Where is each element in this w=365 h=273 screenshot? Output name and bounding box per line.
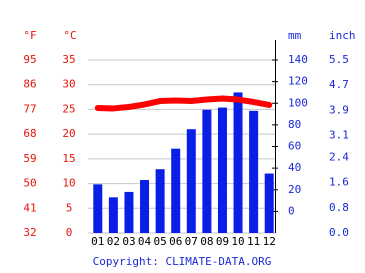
precipitation-bar	[108, 197, 118, 233]
inch-tick-label: 3.1	[329, 128, 349, 141]
x-tick-label: 04	[138, 235, 152, 248]
f-tick-label: 50	[23, 177, 36, 190]
inch-tick-label: 2.4	[329, 151, 349, 164]
f-tick-label: 32	[23, 226, 36, 239]
mm-tick-label: 80	[288, 118, 301, 131]
precipitation-bar	[264, 173, 274, 233]
c-tick-label: 30	[62, 78, 75, 91]
f-axis-title: °F	[23, 29, 36, 42]
f-tick-label: 59	[23, 152, 36, 165]
x-tick-label: 03	[122, 235, 135, 248]
mm-tick-label: 60	[288, 140, 301, 153]
c-tick-label: 5	[66, 201, 73, 214]
c-tick-label: 0	[66, 226, 73, 239]
x-tick-label: 12	[263, 235, 276, 248]
c-tick-label: 20	[62, 127, 75, 140]
inch-tick-label: 0.8	[329, 201, 349, 214]
inch-tick-label: 5.5	[329, 53, 349, 66]
c-axis-title: °C	[63, 29, 76, 42]
mm-tick-label: 20	[288, 183, 301, 196]
precipitation-bar	[93, 184, 103, 233]
inch-tick-label: 1.6	[329, 176, 349, 189]
precipitation-bar	[249, 110, 259, 233]
c-tick-label: 15	[62, 152, 75, 165]
inch-axis-title: inch	[329, 29, 356, 42]
x-tick-label: 06	[169, 235, 182, 248]
x-tick-label: 10	[231, 235, 244, 248]
precipitation-bar	[140, 180, 150, 233]
c-tick-label: 25	[62, 102, 75, 115]
mm-tick-label: 40	[288, 161, 301, 174]
mm-tick-label: 140	[288, 53, 308, 66]
x-tick-label: 08	[200, 235, 213, 248]
precipitation-bar	[233, 92, 243, 233]
precipitation-bar	[171, 148, 181, 233]
x-tick-label: 05	[154, 235, 167, 248]
f-tick-label: 95	[23, 53, 36, 66]
mm-tick-label: 100	[288, 96, 308, 109]
precipitation-bar	[202, 109, 212, 233]
c-tick-label: 35	[62, 53, 75, 66]
c-tick-label: 10	[62, 177, 75, 190]
f-tick-label: 86	[23, 78, 36, 91]
inch-tick-label: 3.9	[329, 103, 349, 116]
x-tick-label: 09	[216, 235, 229, 248]
precipitation-bar	[124, 191, 134, 233]
mm-tick-label: 0	[288, 204, 295, 217]
x-tick-label: 11	[247, 235, 260, 248]
f-tick-label: 68	[23, 127, 36, 140]
mm-axis-title: mm	[288, 29, 302, 42]
precipitation-bar	[155, 169, 165, 233]
x-tick-label: 01	[91, 235, 104, 248]
x-tick-label: 02	[107, 235, 120, 248]
inch-tick-label: 4.7	[329, 78, 349, 91]
precipitation-bar	[186, 129, 196, 233]
inch-tick-label: 0.0	[329, 226, 349, 239]
f-tick-label: 77	[23, 102, 36, 115]
precipitation-bar	[217, 107, 227, 233]
mm-tick-label: 120	[288, 75, 308, 88]
f-tick-label: 41	[23, 201, 36, 214]
copyright: Copyright: CLIMATE-DATA.ORG	[93, 255, 272, 268]
temperature-line	[94, 95, 273, 112]
x-tick-label: 07	[185, 235, 198, 248]
